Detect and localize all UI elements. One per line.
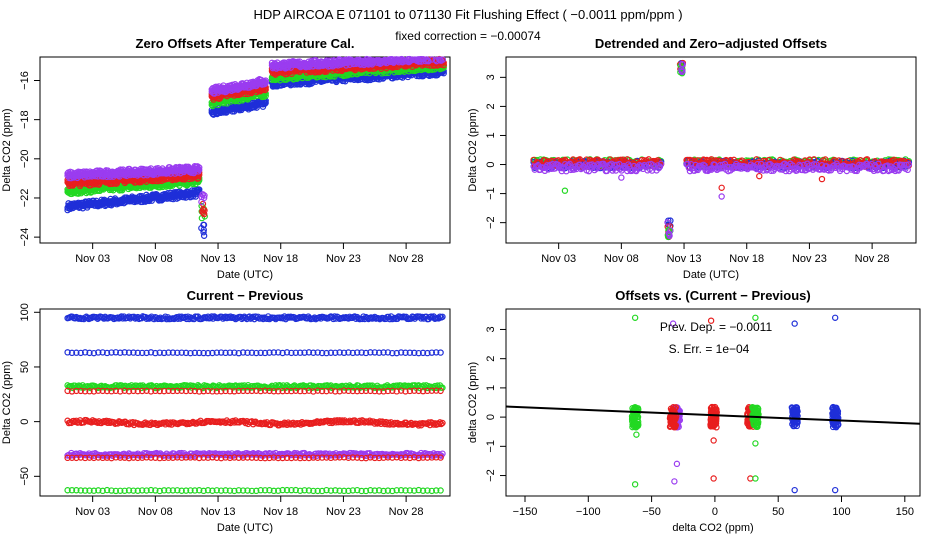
p1-point bbox=[261, 100, 268, 107]
p1-point bbox=[195, 175, 202, 182]
p1-xtick-label: Nov 13 bbox=[201, 253, 236, 265]
p2-ytick-label: 2 bbox=[485, 103, 497, 109]
p1-ytick-label: −22 bbox=[19, 189, 31, 208]
p3-points bbox=[64, 313, 446, 495]
p2-ytick-label: −1 bbox=[485, 187, 497, 200]
p2-xlabel: Date (UTC) bbox=[683, 269, 739, 281]
p2-point bbox=[618, 174, 625, 181]
p2-ytick-label: 3 bbox=[485, 74, 497, 80]
p2-frame bbox=[505, 56, 917, 244]
p3-ytick-label: −50 bbox=[19, 467, 31, 486]
p2-ytick-label: −2 bbox=[485, 216, 497, 229]
p1-frame bbox=[39, 56, 451, 244]
p1-point bbox=[262, 99, 269, 107]
p1-ytick-label: −18 bbox=[19, 110, 31, 129]
p3-frame bbox=[39, 308, 451, 497]
p2-point bbox=[756, 172, 763, 180]
p1-title: Zero Offsets After Temperature Cal. bbox=[136, 36, 355, 51]
p1-xtick-label: Nov 23 bbox=[326, 253, 361, 265]
p1-xlabel: Date (UTC) bbox=[217, 269, 273, 281]
p2-xtick-label: Nov 08 bbox=[604, 253, 639, 265]
p3-ylabel: Delta CO2 (ppm) bbox=[1, 361, 13, 444]
p1-xtick-label: Nov 08 bbox=[138, 253, 173, 265]
p3-xtick-label: Nov 03 bbox=[75, 506, 110, 518]
p2-point bbox=[818, 175, 826, 183]
p3-ytick-label: 50 bbox=[19, 361, 31, 373]
p2-xtick-label: Nov 13 bbox=[667, 253, 702, 265]
p3-title: Current − Previous bbox=[187, 288, 304, 303]
p1-ylabel: Delta CO2 (ppm) bbox=[1, 108, 13, 191]
figure-subtitle: fixed correction = −0.00074 bbox=[395, 29, 541, 43]
p1-xtick-label: Nov 03 bbox=[75, 253, 110, 265]
p2-xtick-label: Nov 18 bbox=[729, 253, 764, 265]
p3-ytick-label: 100 bbox=[19, 303, 31, 321]
p2-points bbox=[530, 59, 913, 241]
p1-ytick-label: −20 bbox=[19, 149, 31, 168]
p1-ytick-label: −24 bbox=[19, 228, 31, 247]
p2-point bbox=[718, 193, 725, 200]
p1-xtick-label: Nov 18 bbox=[263, 253, 298, 265]
p2-title: Detrended and Zero−adjusted Offsets bbox=[595, 36, 827, 51]
p2-xtick-label: Nov 23 bbox=[792, 253, 827, 265]
p2-panel: Detrended and Zero−adjusted Offsets Date … bbox=[467, 36, 917, 281]
p1-ytick-label: −16 bbox=[19, 71, 31, 90]
p1-point bbox=[195, 172, 202, 180]
p1-xtick-label: Nov 28 bbox=[389, 253, 424, 265]
p1-point bbox=[196, 186, 203, 193]
p1-point bbox=[262, 92, 269, 100]
p3-xtick-label: Nov 23 bbox=[326, 506, 361, 518]
p3-xtick-label: Nov 18 bbox=[263, 506, 298, 518]
p1-point bbox=[200, 228, 207, 236]
p2-ytick-label: 1 bbox=[485, 132, 497, 138]
p2-ylabel: Delta CO2 (ppm) bbox=[467, 108, 479, 191]
p3-xlabel: Date (UTC) bbox=[217, 522, 273, 534]
p3-xtick-label: Nov 08 bbox=[138, 506, 173, 518]
p1-panel: Zero Offsets After Temperature Cal. Date … bbox=[1, 36, 451, 281]
p1-point bbox=[200, 232, 208, 239]
p1-points bbox=[64, 55, 447, 239]
p3-ytick-label: 0 bbox=[19, 419, 31, 425]
p3-xtick-label: Nov 28 bbox=[389, 506, 424, 518]
p2-xtick-label: Nov 03 bbox=[541, 253, 576, 265]
p3-panel: Current − Previous Date (UTC) Delta CO2 (p… bbox=[1, 288, 451, 534]
figure-title: HDP AIRCOA E 071101 to 071130 Fit Flushi… bbox=[253, 7, 682, 22]
p2-point bbox=[561, 187, 569, 194]
p3-xtick-label: Nov 13 bbox=[201, 506, 236, 518]
p2-xtick-label: Nov 28 bbox=[855, 253, 890, 265]
p2-point bbox=[718, 184, 725, 191]
p2-ytick-label: 0 bbox=[485, 161, 497, 167]
